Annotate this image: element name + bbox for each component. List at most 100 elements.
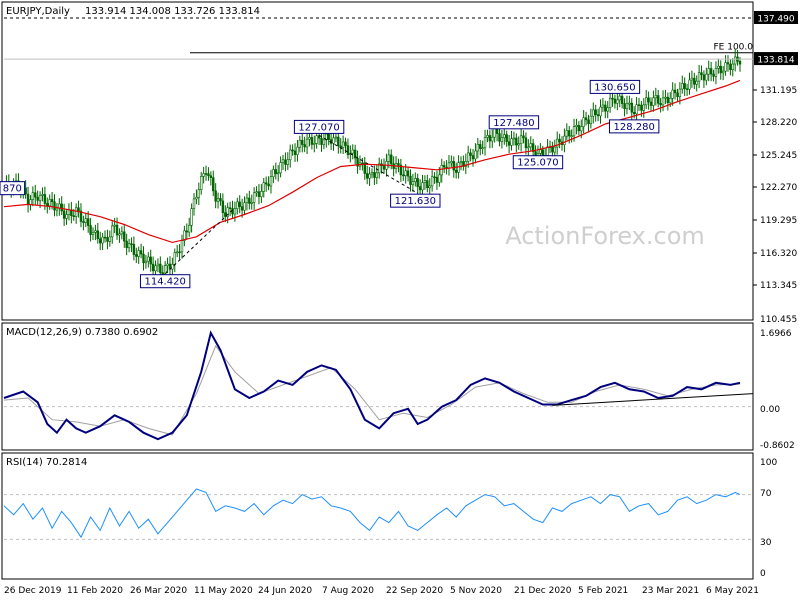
candle-body bbox=[248, 197, 251, 204]
macd-pane[interactable] bbox=[1, 322, 754, 451]
candle-body bbox=[365, 173, 369, 179]
target-price-box bbox=[754, 11, 798, 24]
candle-body bbox=[185, 230, 188, 233]
candle-body bbox=[101, 236, 104, 244]
time-tick-label: 7 Aug 2020 bbox=[322, 586, 374, 596]
candle-body bbox=[204, 173, 208, 175]
price-tick-label: 128.220 bbox=[760, 118, 797, 128]
price-axis: 131.195 128.220 125.245 122.270 119.295 … bbox=[753, 86, 797, 325]
candle-body bbox=[512, 137, 516, 140]
candle-body bbox=[197, 189, 201, 198]
candle-body bbox=[531, 143, 535, 152]
candle-body bbox=[486, 135, 489, 138]
candle-body bbox=[166, 263, 169, 266]
candle-body bbox=[541, 149, 544, 157]
macd-trendline bbox=[552, 393, 754, 406]
price-tick-label: 125.245 bbox=[760, 151, 797, 161]
candle-body bbox=[281, 159, 285, 163]
macd-plot bbox=[3, 330, 754, 441]
candle-body bbox=[212, 177, 215, 192]
candle-body bbox=[178, 251, 181, 254]
time-tick-label: 11 May 2020 bbox=[194, 586, 253, 596]
candle-body bbox=[334, 136, 338, 139]
candle-body bbox=[471, 155, 475, 160]
candle-body bbox=[647, 97, 650, 103]
price-annotation-box bbox=[608, 119, 660, 134]
candle-body bbox=[664, 96, 667, 99]
target-price-label: 137.490 bbox=[757, 15, 794, 25]
candle-body bbox=[652, 97, 655, 106]
candle-body bbox=[582, 117, 585, 127]
candle-body bbox=[183, 230, 186, 241]
rsi-tick-label: 30 bbox=[760, 538, 772, 548]
candle-body bbox=[406, 170, 410, 177]
candle-body bbox=[123, 231, 126, 242]
candle-body bbox=[707, 68, 710, 75]
macd-tick-label: -0.8602 bbox=[760, 441, 795, 451]
price-tick-label: 131.195 bbox=[760, 86, 797, 96]
candle-body bbox=[488, 135, 492, 142]
candle-body bbox=[717, 65, 720, 69]
current-price-box bbox=[754, 52, 798, 66]
candle-body bbox=[608, 97, 612, 108]
candle-body bbox=[459, 161, 463, 163]
macd-tick-label: 1.6966 bbox=[760, 329, 792, 339]
candle-body bbox=[426, 180, 429, 189]
current-price-label: 133.814 bbox=[757, 56, 794, 66]
candle-body bbox=[529, 143, 532, 148]
candle-body bbox=[457, 162, 460, 173]
candle-body bbox=[144, 260, 148, 264]
candle-body bbox=[65, 214, 68, 219]
macd-axis: 1.6966 0.00 -0.8602 bbox=[760, 329, 795, 451]
candle-body bbox=[228, 207, 232, 209]
candle-body bbox=[125, 240, 128, 249]
candle-body bbox=[99, 238, 102, 244]
price-pane[interactable] bbox=[1, 1, 754, 321]
candle-body bbox=[628, 102, 631, 105]
candle-body bbox=[402, 174, 405, 177]
candle-body bbox=[175, 251, 179, 254]
candle-body bbox=[729, 63, 732, 70]
candle-body bbox=[572, 126, 576, 137]
candle-body bbox=[714, 68, 718, 77]
rsi-tick-label: 100 bbox=[760, 458, 777, 468]
price-tick-label: 113.345 bbox=[760, 281, 797, 291]
candle-body bbox=[276, 172, 280, 175]
rsi-pane[interactable] bbox=[1, 452, 754, 580]
candle-body bbox=[539, 149, 542, 154]
candle-body bbox=[712, 73, 715, 77]
price-annotation-label: 130.650 bbox=[594, 82, 635, 93]
candle-body bbox=[260, 191, 263, 197]
candle-body bbox=[53, 201, 56, 211]
candle-body bbox=[190, 208, 193, 226]
candle-body bbox=[240, 206, 244, 211]
candle-body bbox=[236, 201, 239, 209]
candle-body bbox=[657, 95, 660, 104]
candle-body bbox=[604, 104, 607, 112]
candle-body bbox=[498, 133, 501, 142]
time-tick-label: 5 Nov 2020 bbox=[450, 586, 502, 596]
candle-body bbox=[243, 202, 246, 211]
candle-body bbox=[264, 182, 268, 185]
rsi-axis: 100 70 30 0 bbox=[760, 458, 777, 579]
candle-body bbox=[469, 152, 472, 156]
candle-body bbox=[308, 137, 311, 140]
candle-body bbox=[94, 230, 97, 233]
candle-body bbox=[26, 193, 30, 206]
candle-body bbox=[55, 207, 59, 211]
candle-body bbox=[390, 154, 393, 165]
candle-body bbox=[556, 138, 559, 148]
candle-body bbox=[82, 221, 85, 223]
moving-average-line bbox=[3, 79, 741, 244]
price-annotation-box bbox=[589, 79, 641, 94]
candle-body bbox=[442, 165, 446, 168]
candle-body bbox=[149, 256, 152, 265]
candle-body bbox=[683, 83, 686, 90]
candle-body bbox=[310, 137, 314, 145]
candle-body bbox=[103, 236, 107, 239]
candle-body bbox=[623, 103, 626, 109]
candle-body bbox=[731, 63, 734, 70]
candle-body bbox=[298, 139, 302, 148]
candle-body bbox=[409, 175, 412, 185]
